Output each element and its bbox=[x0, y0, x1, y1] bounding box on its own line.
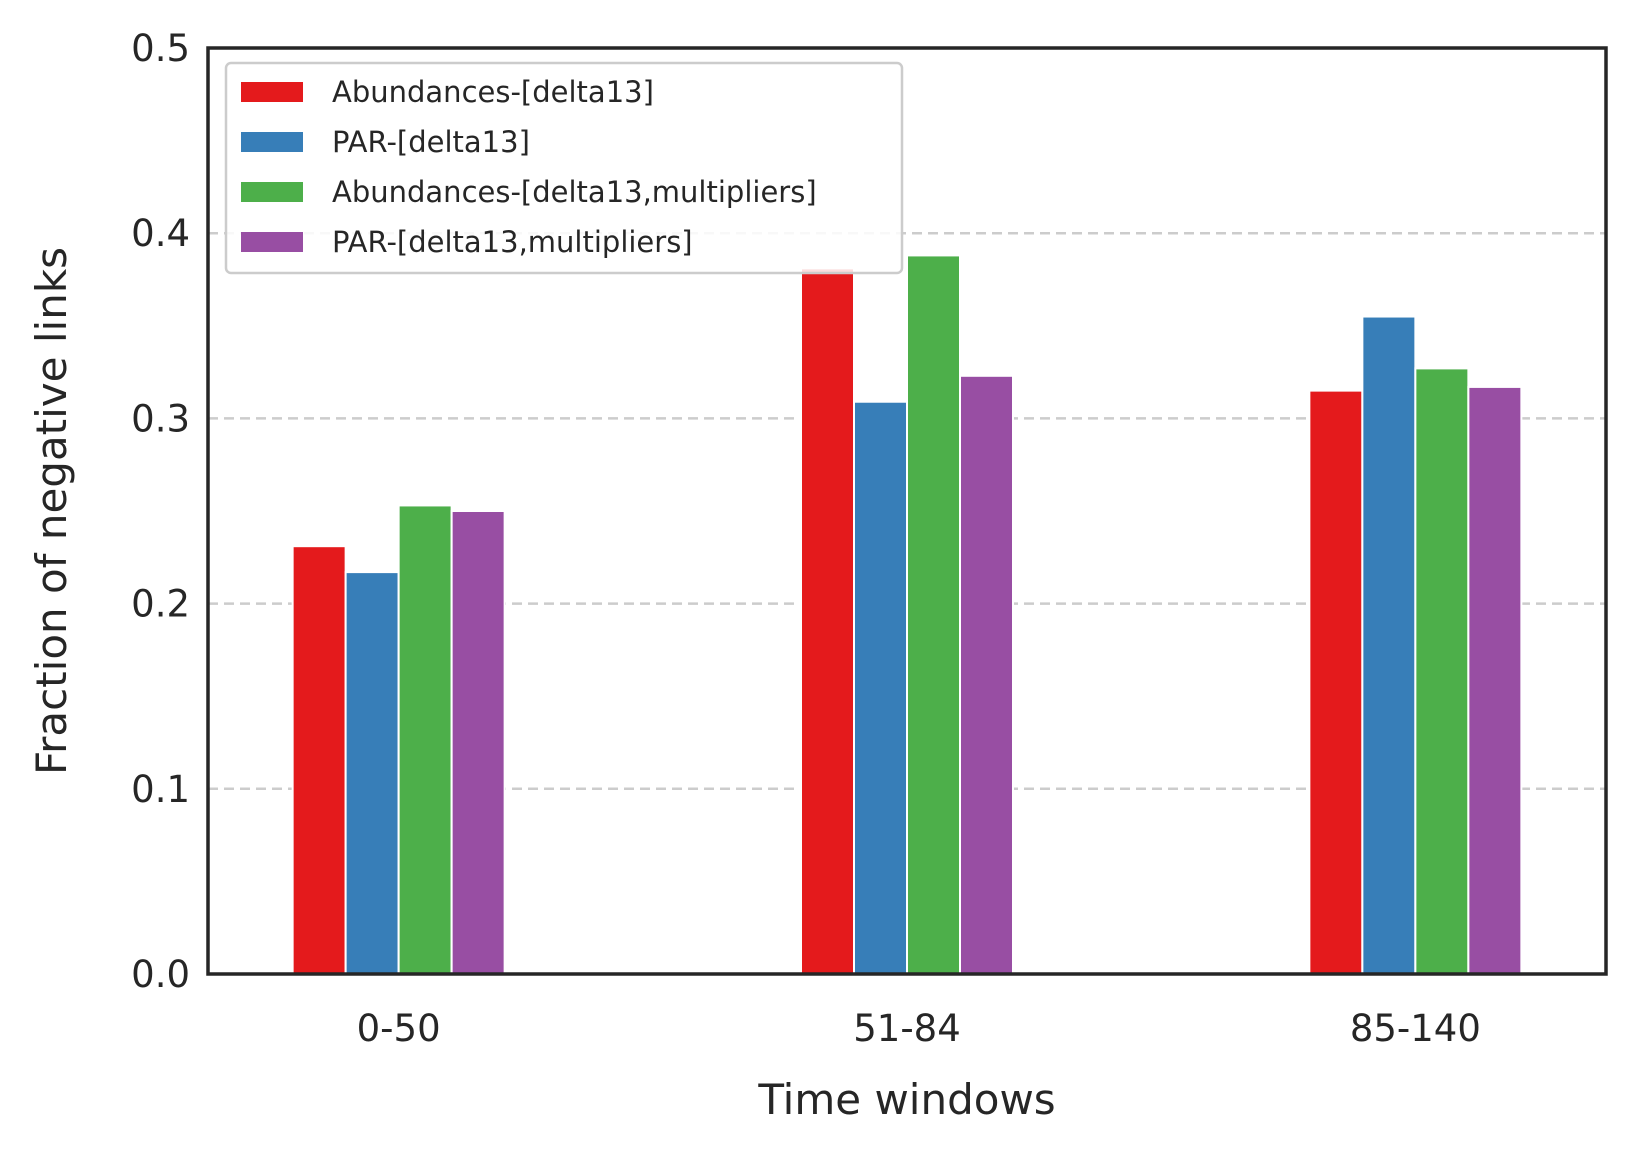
bar bbox=[344, 571, 400, 976]
bar bbox=[291, 545, 347, 975]
x-tick-label: 51-84 bbox=[853, 1007, 961, 1050]
bar bbox=[1308, 389, 1364, 975]
bar bbox=[450, 510, 506, 975]
y-tick-label: 0.2 bbox=[131, 583, 190, 626]
bar bbox=[1414, 367, 1470, 975]
y-tick-label: 0.4 bbox=[131, 212, 190, 255]
legend-label: Abundances-[delta13,multipliers] bbox=[332, 175, 817, 209]
bar bbox=[397, 504, 453, 975]
y-tick-label: 0.3 bbox=[131, 397, 190, 440]
legend-swatch bbox=[241, 132, 303, 152]
y-tick-labels: 0.0 0.1 0.2 0.3 0.4 0.5 bbox=[131, 27, 190, 996]
x-tick-label: 0-50 bbox=[357, 1007, 441, 1050]
legend-label: Abundances-[delta13] bbox=[332, 75, 654, 109]
legend-label: PAR-[delta13] bbox=[332, 125, 530, 159]
bar bbox=[1361, 315, 1417, 976]
legend: Abundances-[delta13] PAR-[delta13] Abundan… bbox=[224, 61, 904, 275]
y-tick-label: 0.5 bbox=[131, 27, 190, 70]
bar bbox=[959, 374, 1014, 975]
y-tick-label: 0.1 bbox=[131, 768, 190, 811]
y-tick-label: 0.0 bbox=[131, 953, 190, 996]
bar bbox=[800, 267, 855, 975]
x-tick-labels: 0-50 51-84 85-140 bbox=[357, 1007, 1481, 1050]
legend-entries: Abundances-[delta13] PAR-[delta13] Abundan… bbox=[241, 75, 817, 259]
x-axis-title: Time windows bbox=[757, 1075, 1055, 1124]
y-axis-title: Fraction of negative links bbox=[27, 247, 76, 775]
legend-swatch bbox=[241, 232, 303, 252]
bars bbox=[291, 254, 1523, 976]
legend-swatch bbox=[241, 82, 303, 102]
legend-box bbox=[224, 61, 904, 275]
x-tick-label: 85-140 bbox=[1350, 1007, 1481, 1050]
plot-frame bbox=[206, 46, 1608, 976]
legend-label: PAR-[delta13,multipliers] bbox=[332, 225, 693, 259]
legend-swatch bbox=[241, 182, 303, 202]
bar bbox=[906, 254, 961, 975]
bar bbox=[1467, 385, 1523, 975]
bar bbox=[853, 400, 908, 975]
